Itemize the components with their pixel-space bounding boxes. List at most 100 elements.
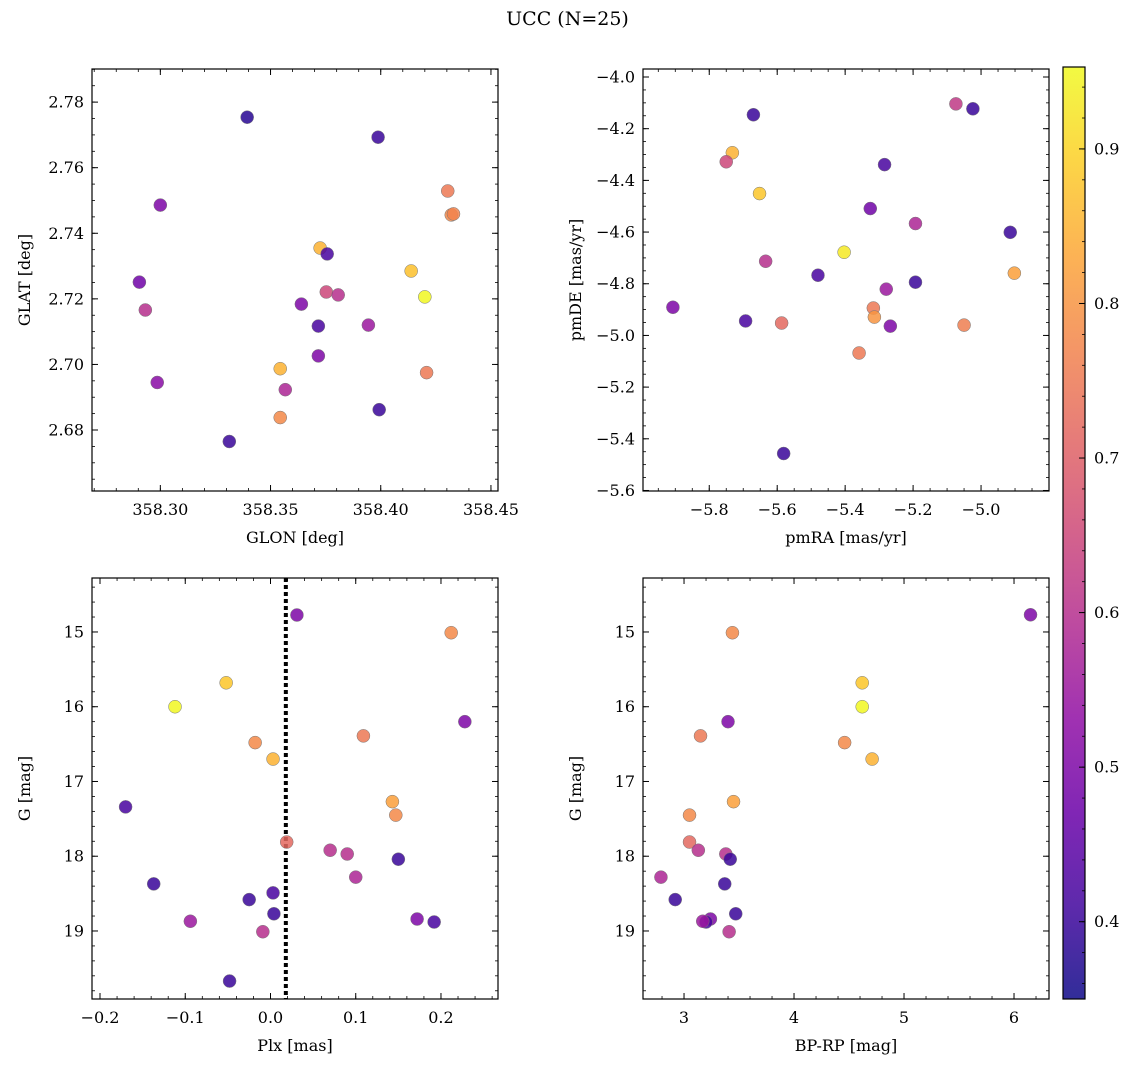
data-point [1003,225,1018,240]
scatter-points [654,608,1038,939]
data-point [446,207,461,221]
y-axis-label: GLAT [deg] [15,234,34,326]
data-point [691,843,706,857]
data-point [340,847,354,861]
x-tick-label: 0.2 [428,1008,453,1027]
data-point [266,752,280,766]
data-point [404,264,418,278]
data-point [290,608,304,622]
data-point [132,275,147,289]
axes-frame [642,68,1050,492]
x-tick-label: −0.2 [81,1008,120,1027]
data-point [837,245,851,259]
scatter-points [132,110,461,449]
colorbar: 0.4 0.5 0.6 0.7 0.8 0.9 [1062,66,1119,1000]
data-point [719,155,733,169]
y-tick-label: −4.0 [596,68,635,87]
data-point [266,886,280,900]
data-point [240,110,254,124]
data-point [725,625,740,640]
data-point [323,843,337,857]
y-tick-label: 18 [64,847,84,866]
data-point [118,800,133,814]
minor-ticks [643,69,1050,491]
x-axis-label: Plx [mas] [257,1036,332,1055]
x-tick-label: 5 [899,1008,909,1027]
x-tick-label: −5.2 [894,500,933,519]
data-point [319,285,334,299]
y-tick-label: 19 [64,921,84,940]
data-point [865,752,879,766]
data-point [957,318,971,332]
y-tick-label: −5.6 [596,481,635,500]
data-point [248,735,262,750]
x-tick-label: 358.30 [132,500,188,519]
minor-ticks [643,578,1049,999]
scatter-points [666,97,1022,461]
x-tick-label: 358.35 [243,500,299,519]
x-tick-label: 4 [789,1008,799,1027]
figure-title: UCC (N=25) [506,8,629,30]
colorbar-fill [1063,67,1085,999]
colorbar-frame [1062,66,1086,1000]
data-point [385,794,400,809]
y-tick-label: 15 [64,622,84,641]
data-point [852,346,866,360]
y-tick-label: −4.8 [596,274,635,293]
data-point [418,290,432,304]
data-point [855,699,869,714]
data-point [717,877,732,891]
y-tick-label: 2.76 [48,158,84,177]
data-point [458,714,472,729]
x-tick-label: 6 [1009,1008,1019,1027]
data-point [371,130,385,144]
data-point [682,835,697,849]
y-tick-label: 16 [64,697,84,716]
data-point [837,735,852,750]
data-point [222,974,237,988]
colorbar-tick-label: 0.8 [1094,294,1119,313]
data-point [294,297,309,311]
data-point [693,729,708,743]
y-tick-label: 18 [615,847,635,866]
x-tick-label: −5.8 [690,500,729,519]
y-tick-label: 2.72 [48,289,84,308]
data-point [682,808,697,822]
data-point [908,275,923,289]
data-point [867,310,882,324]
data-point [811,268,825,282]
colorbar-tick-label: 0.5 [1094,758,1119,777]
data-point [320,247,334,261]
data-point [242,892,256,907]
data-point [1023,608,1038,622]
x-axis-label: BP-RP [mag] [795,1036,897,1055]
x-tick-label: −0.1 [166,1008,205,1027]
y-axis-label: pmDE [mas/yr] [566,219,585,342]
y-tick-label: −5.4 [596,429,635,448]
data-point [877,157,892,172]
x-tick-label: −5.6 [758,500,797,519]
y-tick-label: 15 [615,622,635,641]
data-point [356,729,371,743]
data-point [331,288,345,302]
data-point [883,319,898,333]
data-point [219,676,233,690]
data-point [776,446,791,461]
data-point [138,303,153,317]
data-point [419,365,434,380]
y-tick-label: −4.4 [596,171,635,190]
data-point [966,102,980,116]
data-point [774,316,789,330]
data-point [146,877,161,891]
data-point [256,924,270,939]
data-point [723,852,737,866]
data-point [863,201,878,216]
data-point [222,434,237,449]
colorbar-tick-label: 0.4 [1094,912,1119,931]
y-tick-label: −4.6 [596,223,635,242]
data-point [150,375,164,390]
axes-frame [642,577,1050,1000]
data-point [311,319,326,333]
y-tick-label: 2.78 [48,93,84,112]
